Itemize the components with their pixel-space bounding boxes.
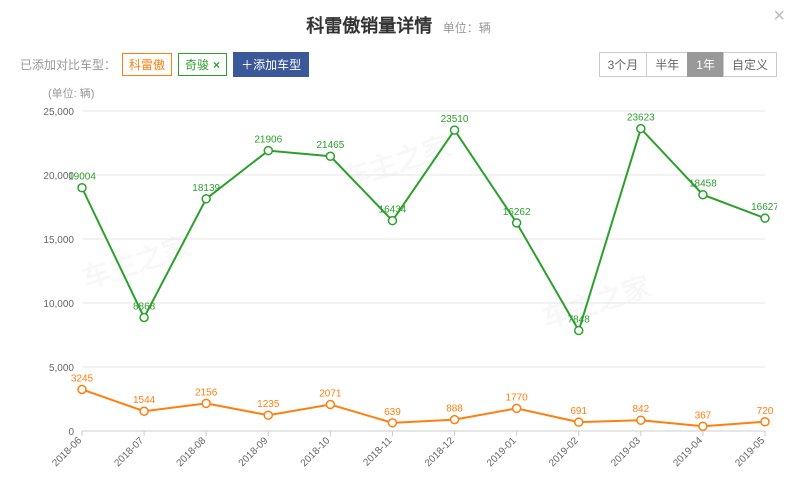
svg-text:691: 691	[570, 406, 587, 417]
svg-text:2019-04: 2019-04	[671, 435, 705, 469]
svg-text:16434: 16434	[379, 205, 407, 216]
range-group: 3个月 半年 1年 自定义	[600, 52, 777, 77]
chip-remove-icon[interactable]: ×	[213, 58, 220, 72]
svg-text:2019-05: 2019-05	[733, 435, 767, 469]
range-1y[interactable]: 1年	[687, 52, 724, 77]
svg-text:2018-12: 2018-12	[423, 435, 457, 469]
svg-text:2156: 2156	[195, 387, 218, 398]
svg-text:1544: 1544	[133, 395, 156, 406]
svg-text:0: 0	[68, 427, 74, 438]
controls-row: 已添加对比车型： 科雷傲 奇骏 × ＋添加车型 3个月 半年 1年 自定义	[20, 52, 777, 77]
root: × 科雷傲销量详情 单位：辆 已添加对比车型： 科雷傲 奇骏 × ＋添加车型 3…	[0, 0, 797, 501]
range-3m[interactable]: 3个月	[599, 52, 648, 77]
svg-text:1770: 1770	[506, 392, 529, 403]
compare-label: 已添加对比车型：	[20, 56, 116, 73]
page-title: 科雷傲销量详情	[306, 16, 432, 36]
svg-text:21465: 21465	[316, 140, 344, 151]
chip-koleos[interactable]: 科雷傲	[122, 53, 172, 76]
svg-text:2018-10: 2018-10	[299, 435, 333, 469]
range-6m[interactable]: 半年	[646, 52, 688, 77]
svg-text:10,000: 10,000	[43, 299, 74, 310]
svg-text:2018-07: 2018-07	[112, 435, 146, 469]
chart-area: (单位: 辆) 车主之家 车主之家 车主之家 05,00010,00015,00…	[20, 81, 777, 491]
svg-text:842: 842	[632, 404, 649, 415]
svg-text:23623: 23623	[627, 113, 655, 124]
svg-text:2018-09: 2018-09	[237, 435, 271, 469]
svg-text:1235: 1235	[257, 399, 280, 410]
svg-text:888: 888	[446, 404, 463, 415]
chip-label: 奇骏	[185, 56, 209, 73]
svg-text:21906: 21906	[254, 135, 282, 146]
line-chart: 05,00010,00015,00020,00025,0002018-06201…	[20, 81, 777, 491]
svg-text:5,000: 5,000	[49, 363, 74, 374]
svg-text:7848: 7848	[568, 315, 591, 326]
svg-text:367: 367	[695, 410, 712, 421]
title-row: 科雷傲销量详情 单位：辆	[20, 12, 777, 38]
svg-text:2019-03: 2019-03	[609, 435, 643, 469]
add-model-button[interactable]: ＋添加车型	[233, 52, 309, 77]
svg-text:3245: 3245	[71, 373, 94, 384]
left-controls: 已添加对比车型： 科雷傲 奇骏 × ＋添加车型	[20, 52, 309, 77]
svg-text:16262: 16262	[503, 207, 531, 218]
svg-text:16627: 16627	[751, 202, 777, 213]
svg-text:8868: 8868	[133, 301, 156, 312]
title-unit: 单位：辆	[443, 21, 491, 35]
svg-text:639: 639	[384, 407, 401, 418]
svg-text:23510: 23510	[441, 114, 469, 125]
svg-text:25,000: 25,000	[43, 107, 74, 118]
svg-text:15,000: 15,000	[43, 235, 74, 246]
svg-text:2071: 2071	[319, 388, 342, 399]
range-custom[interactable]: 自定义	[723, 52, 777, 77]
chip-label: 科雷傲	[129, 56, 165, 73]
svg-text:2019-01: 2019-01	[485, 435, 519, 469]
svg-text:19004: 19004	[68, 172, 96, 183]
close-icon[interactable]: ×	[773, 6, 785, 26]
svg-text:2018-11: 2018-11	[361, 435, 395, 469]
svg-text:18458: 18458	[689, 179, 717, 190]
svg-text:720: 720	[757, 406, 774, 417]
chip-xtrail[interactable]: 奇骏 ×	[178, 53, 227, 76]
svg-text:2019-02: 2019-02	[547, 435, 581, 469]
svg-text:2018-06: 2018-06	[50, 435, 84, 469]
svg-text:18139: 18139	[192, 183, 220, 194]
svg-text:2018-08: 2018-08	[175, 435, 209, 469]
